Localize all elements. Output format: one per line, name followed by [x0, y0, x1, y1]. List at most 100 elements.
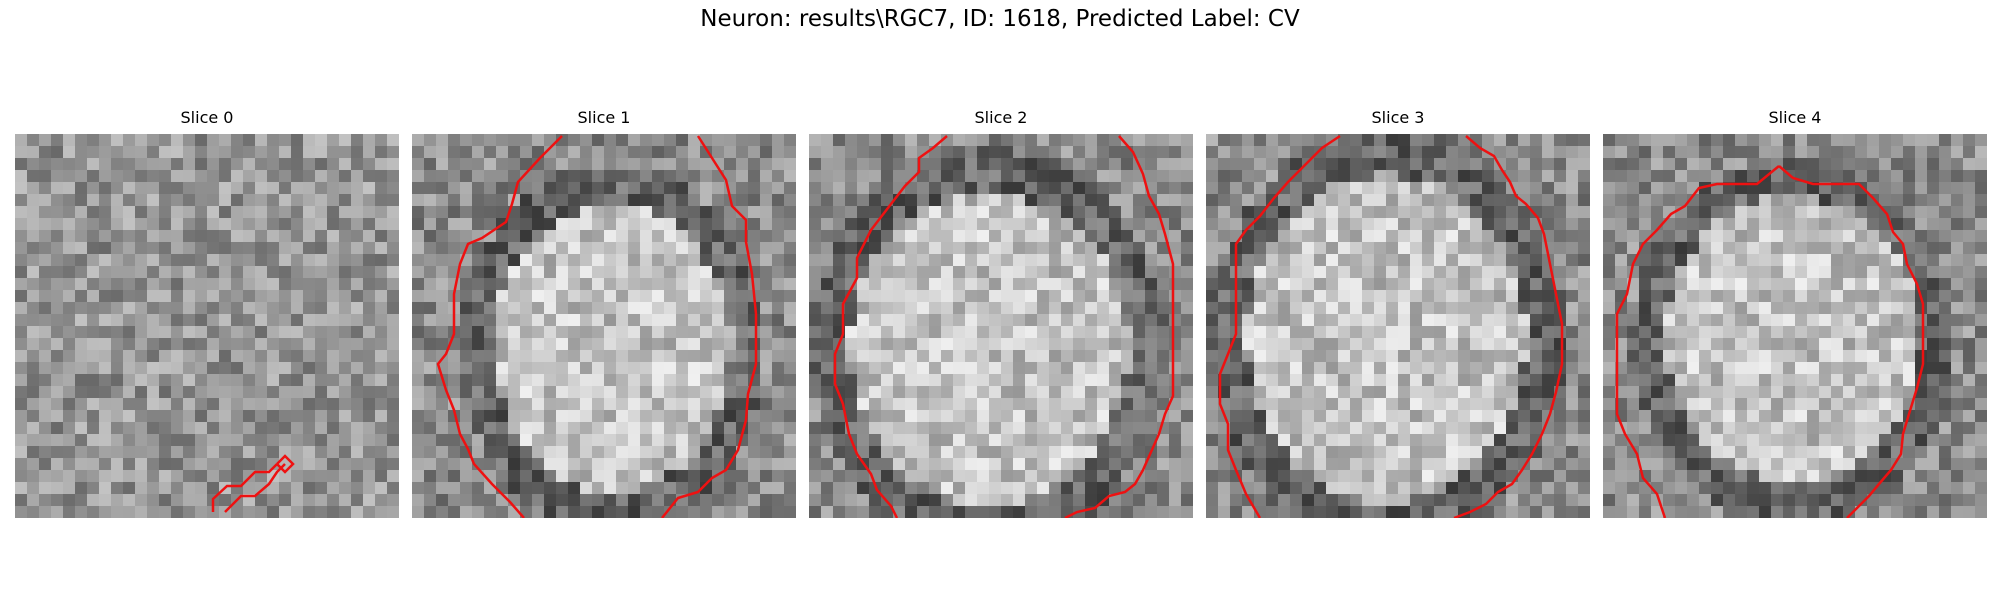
pixel	[1422, 398, 1434, 410]
pixel	[881, 266, 893, 278]
pixel	[363, 422, 375, 434]
pixel	[929, 338, 941, 350]
pixel	[616, 386, 628, 398]
pixel	[1001, 362, 1013, 374]
pixel	[1855, 290, 1867, 302]
pixel	[1795, 146, 1807, 158]
pixel	[99, 350, 111, 362]
pixel	[1326, 182, 1338, 194]
pixel	[1218, 146, 1230, 158]
pixel	[183, 218, 195, 230]
pixel	[1458, 314, 1470, 326]
pixel	[1242, 326, 1254, 338]
pixel	[1206, 494, 1218, 506]
pixel	[279, 278, 291, 290]
pixel	[1663, 206, 1675, 218]
pixel	[953, 242, 965, 254]
pixel	[1494, 242, 1506, 254]
pixel	[857, 170, 869, 182]
pixel	[1410, 182, 1422, 194]
pixel	[1831, 314, 1843, 326]
pixel	[363, 446, 375, 458]
pixel	[965, 218, 977, 230]
pixel	[833, 194, 845, 206]
pixel	[1121, 146, 1133, 158]
pixel	[1422, 290, 1434, 302]
pixel	[1651, 398, 1663, 410]
pixel	[1422, 278, 1434, 290]
pixel	[532, 314, 544, 326]
pixel	[1121, 290, 1133, 302]
pixel	[1386, 218, 1398, 230]
pixel	[159, 170, 171, 182]
pixel	[736, 134, 748, 146]
pixel	[1013, 506, 1025, 518]
pixel	[15, 326, 27, 338]
pixel	[436, 470, 448, 482]
pixel	[1615, 218, 1627, 230]
pixel	[1867, 398, 1879, 410]
pixel	[1169, 146, 1181, 158]
pixel	[1639, 134, 1651, 146]
pixel	[339, 386, 351, 398]
pixel	[772, 410, 784, 422]
pixel	[616, 398, 628, 410]
pixel	[604, 326, 616, 338]
pixel	[1795, 326, 1807, 338]
pixel	[1374, 158, 1386, 170]
pixel	[1398, 182, 1410, 194]
pixel	[279, 362, 291, 374]
pixel	[1001, 182, 1013, 194]
pixel	[1687, 386, 1699, 398]
pixel	[123, 134, 135, 146]
pixel	[375, 410, 387, 422]
pixel	[688, 182, 700, 194]
pixel	[845, 218, 857, 230]
pixel	[1530, 410, 1542, 422]
pixel	[1374, 482, 1386, 494]
pixel	[15, 506, 27, 518]
pixel	[412, 194, 424, 206]
pixel	[496, 194, 508, 206]
pixel	[1254, 422, 1266, 434]
pixel	[1759, 374, 1771, 386]
pixel	[63, 230, 75, 242]
pixel	[1254, 374, 1266, 386]
pixel	[1663, 230, 1675, 242]
pixel	[869, 230, 881, 242]
pixel	[1771, 398, 1783, 410]
pixel	[1097, 398, 1109, 410]
pixel	[1819, 422, 1831, 434]
pixel	[953, 290, 965, 302]
pixel	[1903, 326, 1915, 338]
pixel	[989, 470, 1001, 482]
pixel	[965, 194, 977, 206]
pixel	[1542, 158, 1554, 170]
pixel	[1398, 410, 1410, 422]
pixel	[243, 446, 255, 458]
pixel	[1759, 134, 1771, 146]
pixel	[231, 482, 243, 494]
pixel	[472, 278, 484, 290]
pixel	[484, 458, 496, 470]
pixel	[1290, 506, 1302, 518]
pixel	[1530, 362, 1542, 374]
pixel	[1843, 302, 1855, 314]
pixel	[772, 470, 784, 482]
pixel	[1037, 254, 1049, 266]
pixel	[845, 506, 857, 518]
pixel	[87, 314, 99, 326]
pixel	[1771, 434, 1783, 446]
pixel	[604, 446, 616, 458]
pixel	[1615, 158, 1627, 170]
pixel	[833, 278, 845, 290]
pixel	[1687, 170, 1699, 182]
pixel	[1542, 362, 1554, 374]
pixel	[1554, 278, 1566, 290]
pixel	[1157, 338, 1169, 350]
pixel	[1615, 134, 1627, 146]
pixel	[1049, 446, 1061, 458]
pixel	[1759, 254, 1771, 266]
pixel	[484, 434, 496, 446]
pixel	[1362, 242, 1374, 254]
